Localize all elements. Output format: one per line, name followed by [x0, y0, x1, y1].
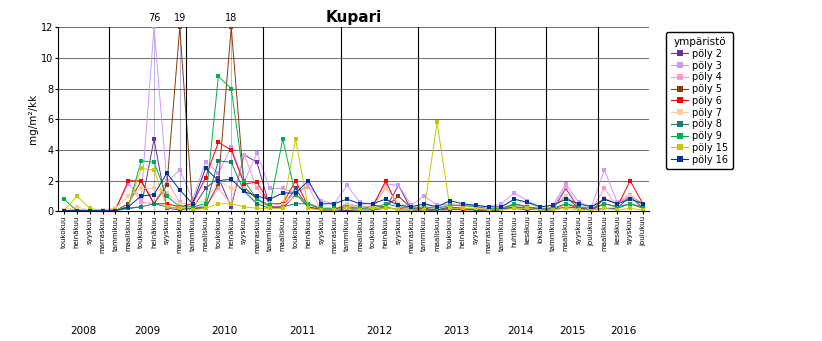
Text: 2016: 2016 — [611, 326, 637, 336]
Legend: pöly 2, pöly 3, pöly 4, pöly 5, pöly 6, pöly 7, pöly 8, pöly 9, pöly 15, pöly 16: pöly 2, pöly 3, pöly 4, pöly 5, pöly 6, … — [666, 32, 733, 169]
Text: 2009: 2009 — [135, 326, 161, 336]
Text: 2013: 2013 — [443, 326, 469, 336]
Text: 2014: 2014 — [507, 326, 534, 336]
Text: 2008: 2008 — [70, 326, 96, 336]
Text: 2015: 2015 — [559, 326, 585, 336]
Text: 2010: 2010 — [212, 326, 238, 336]
Title: Kupari: Kupari — [326, 10, 381, 25]
Text: 18: 18 — [225, 13, 238, 24]
Text: 2011: 2011 — [289, 326, 315, 336]
Text: 2012: 2012 — [366, 326, 392, 336]
Text: 76: 76 — [148, 13, 160, 24]
Text: 19: 19 — [173, 13, 186, 24]
Y-axis label: mg/m²/kk: mg/m²/kk — [28, 94, 38, 145]
